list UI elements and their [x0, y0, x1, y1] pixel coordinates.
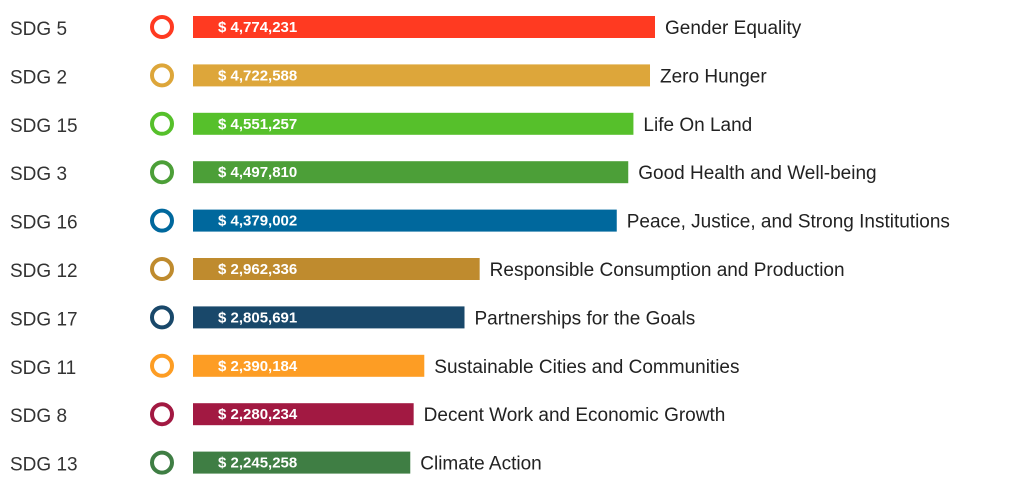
value-label: $ 4,722,588: [218, 67, 297, 84]
icon-shape: [150, 208, 174, 233]
icon-shape: [150, 160, 174, 185]
bar: [193, 354, 425, 377]
sdg-icon: [150, 402, 174, 427]
bar: [193, 16, 655, 38]
category-label: SDG 3: [10, 164, 67, 185]
value-label: $ 4,551,257: [218, 116, 297, 133]
category-label: SDG 13: [10, 455, 78, 476]
icon-shape: [150, 257, 174, 281]
icon-shape: [150, 63, 174, 88]
sdg-icon: [150, 160, 174, 185]
goal-name: Zero Hunger: [660, 66, 767, 87]
icon-shape: [150, 353, 174, 378]
goal-name: Gender Equality: [665, 18, 802, 39]
value-label: $ 4,379,002: [218, 213, 297, 230]
value-label: $ 2,280,234: [218, 406, 298, 423]
value-label: $ 2,390,184: [218, 358, 298, 375]
bar: [193, 403, 414, 426]
bar: [193, 161, 629, 184]
goal-name: Partnerships for the Goals: [475, 308, 696, 329]
goal-name: Sustainable Cities and Communities: [434, 357, 739, 378]
sdg-icon: [150, 208, 174, 233]
category-label: SDG 8: [10, 406, 67, 427]
bar: [193, 258, 480, 280]
category-label: SDG 2: [10, 67, 67, 88]
value-label: $ 4,774,231: [218, 19, 297, 36]
category-label: SDG 17: [10, 309, 78, 330]
bar: [193, 451, 411, 474]
sdg-icon: [150, 450, 174, 475]
bar: [193, 64, 651, 87]
icon-shape: [150, 305, 174, 330]
category-label: SDG 11: [10, 358, 76, 379]
category-label: SDG 16: [10, 213, 78, 234]
category-label: SDG 15: [10, 116, 78, 137]
value-label: $ 4,497,810: [218, 164, 297, 181]
bar: [193, 209, 617, 232]
sdg-icon: [150, 111, 174, 136]
goal-name: Decent Work and Economic Growth: [424, 405, 726, 426]
category-label: SDG 12: [10, 261, 78, 282]
goal-name: Good Health and Well-being: [638, 163, 876, 184]
bar: [193, 112, 634, 135]
goal-name: Life On Land: [643, 115, 752, 136]
category-label: SDG 5: [10, 19, 67, 40]
icon-shape: [150, 111, 174, 136]
sdg-icon: [150, 257, 174, 281]
goal-name: Peace, Justice, and Strong Institutions: [627, 212, 950, 233]
value-label: $ 2,962,336: [218, 261, 297, 278]
sdg-icon: [150, 305, 174, 330]
value-label: $ 2,245,258: [218, 455, 297, 472]
sdg-icon: [150, 15, 174, 39]
icon-shape: [150, 450, 174, 475]
sdg-icon: [150, 353, 174, 378]
sdg-icon: [150, 63, 174, 88]
goal-name: Climate Action: [420, 454, 541, 475]
icon-shape: [150, 15, 174, 39]
icon-shape: [150, 402, 174, 427]
bar: [193, 306, 465, 329]
goal-name: Responsible Consumption and Production: [490, 260, 845, 281]
value-label: $ 2,805,691: [218, 309, 297, 326]
